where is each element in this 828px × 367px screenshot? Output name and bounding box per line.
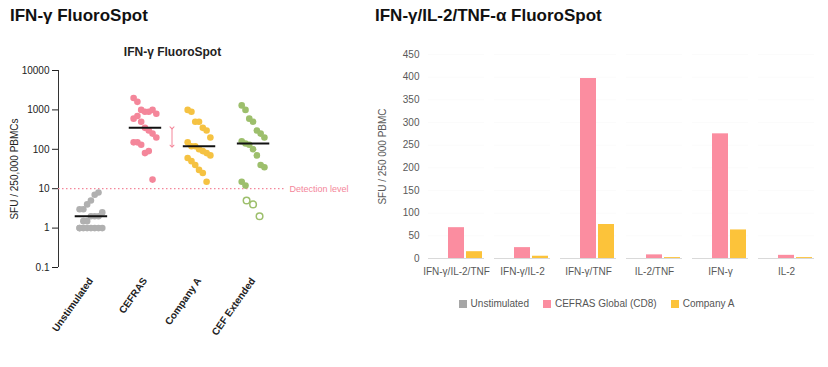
svg-text:IFN-γ: IFN-γ: [708, 266, 732, 277]
svg-text:Company A: Company A: [163, 275, 204, 327]
svg-text:150: 150: [403, 185, 420, 196]
svg-text:300: 300: [403, 117, 420, 128]
html-text:Company A: Company A: [682, 298, 735, 309]
html-text:IFN-γ FluoroSpot: IFN-γ FluoroSpot: [10, 6, 148, 25]
svg-text:IL-2/TNF: IL-2/TNF: [635, 266, 674, 277]
html-text:IFN-γ FluoroSpot: IFN-γ FluoroSpot: [123, 45, 222, 59]
svg-text:CEFRAS: CEFRAS: [117, 275, 150, 315]
svg-text:IFN-γ/TNF: IFN-γ/TNF: [565, 266, 612, 277]
svg-text:Unstimulated: Unstimulated: [50, 275, 95, 333]
svg-text:50: 50: [408, 230, 420, 241]
svg-text:IL-2: IL-2: [778, 266, 796, 277]
html-text:IFN-γ/IL-2/TNF-α FluoroSpot: IFN-γ/IL-2/TNF-α FluoroSpot: [375, 6, 602, 25]
svg-text:CEF Extended: CEF Extended: [209, 275, 257, 337]
svg-text:1000: 1000: [27, 104, 50, 115]
svg-text:100: 100: [403, 207, 420, 218]
svg-text:Detection level: Detection level: [290, 184, 349, 194]
svg-text:350: 350: [403, 94, 420, 105]
svg-text:SFU / 250 000 PBMC: SFU / 250 000 PBMC: [377, 108, 388, 204]
svg-text:400: 400: [403, 71, 420, 82]
svg-text:10: 10: [38, 183, 50, 194]
html-text:Unstimulated: Unstimulated: [470, 298, 529, 309]
svg-text:SFU / 250,000 PBMCs: SFU / 250,000 PBMCs: [9, 118, 20, 219]
svg-text:450: 450: [403, 49, 420, 60]
html-text:CEFRAS Global (CD8): CEFRAS Global (CD8): [555, 298, 657, 309]
svg-text:1: 1: [44, 222, 50, 233]
svg-text:IFN-γ/IL-2/TNF: IFN-γ/IL-2/TNF: [423, 266, 490, 277]
svg-text:IFN-γ/IL-2: IFN-γ/IL-2: [500, 266, 545, 277]
svg-text:250: 250: [403, 139, 420, 150]
svg-text:200: 200: [403, 162, 420, 173]
svg-text:0.1: 0.1: [36, 262, 50, 273]
svg-text:100: 100: [33, 144, 50, 155]
svg-text:0: 0: [414, 253, 420, 264]
svg-text:10000: 10000: [22, 65, 50, 76]
